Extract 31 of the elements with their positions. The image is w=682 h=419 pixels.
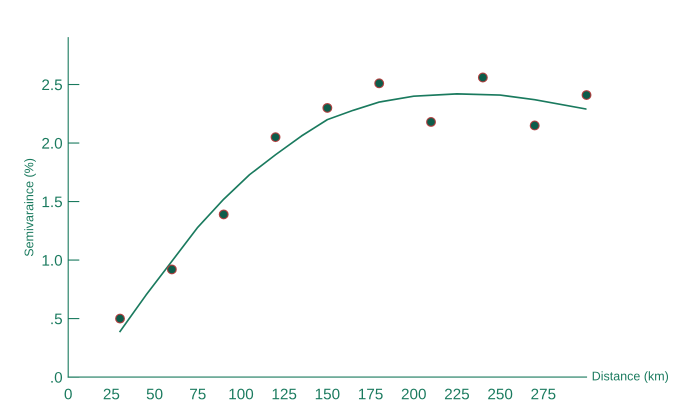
x-tick-label: 200 xyxy=(402,388,426,400)
x-tick-label: 0 xyxy=(64,388,72,400)
x-tick-label: 50 xyxy=(146,388,162,400)
y-tick-label: .0 xyxy=(51,372,62,383)
x-tick-label: 100 xyxy=(229,388,254,400)
line-series xyxy=(119,93,587,332)
x-tick-label: 150 xyxy=(316,388,340,400)
point xyxy=(270,132,280,142)
x-tick-label: 175 xyxy=(358,388,383,400)
y-tick-label: 2.5 xyxy=(42,79,62,90)
x-axis-title: Distance (km) xyxy=(592,371,668,383)
y-axis-title: Semivaraince (%) xyxy=(24,158,36,256)
point xyxy=(530,120,540,130)
x-tick-label: 275 xyxy=(531,388,556,400)
point xyxy=(218,209,229,220)
x-tick-label: 125 xyxy=(272,388,296,400)
y-tick-label: .5 xyxy=(51,314,62,324)
point xyxy=(478,72,488,82)
y-tick-label: 2.0 xyxy=(42,138,62,149)
point xyxy=(426,117,436,127)
x-tick-label: 250 xyxy=(488,388,512,400)
x-tick-label: 25 xyxy=(104,388,120,400)
y-tick-label: 1.5 xyxy=(42,196,62,208)
point xyxy=(115,314,125,324)
x-tick-label: 225 xyxy=(444,388,470,400)
x-tick-label: 75 xyxy=(190,388,206,400)
y-tick-label: 1.0 xyxy=(42,254,62,266)
point xyxy=(582,90,592,100)
point xyxy=(374,78,384,88)
point xyxy=(322,102,332,113)
point xyxy=(166,264,177,274)
